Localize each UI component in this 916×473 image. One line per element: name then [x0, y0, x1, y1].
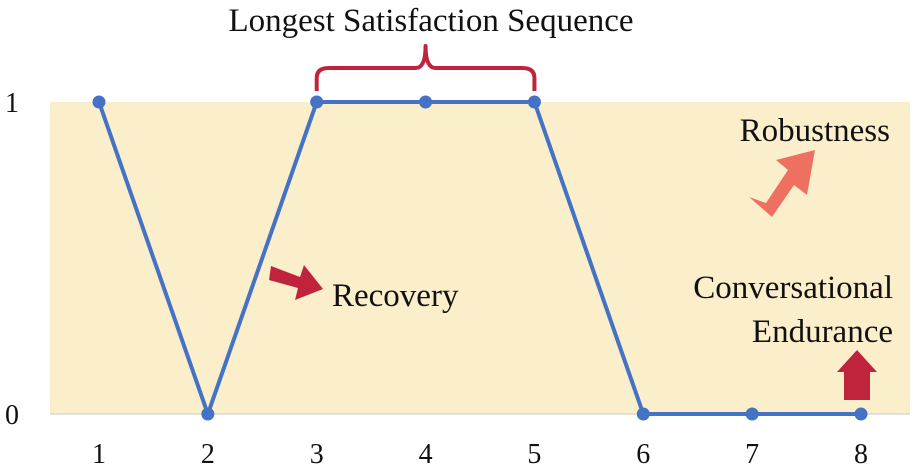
- x-tick-labels: 1 2 3 4 5 6 7 8: [92, 439, 868, 470]
- data-point: [419, 95, 433, 109]
- recovery-arrow-icon: [269, 265, 323, 300]
- x-tick-label: 8: [854, 439, 868, 470]
- endurance-label-line1: Conversational: [693, 270, 893, 306]
- data-point: [636, 407, 650, 421]
- endurance-annotation: Conversational Endurance: [693, 270, 893, 400]
- recovery-annotation: Recovery: [269, 265, 459, 314]
- endurance-arrow-icon: [837, 350, 877, 400]
- recovery-label: Recovery: [332, 278, 459, 314]
- data-point: [854, 407, 868, 421]
- x-tick-label: 6: [636, 439, 650, 470]
- x-tick-label: 5: [527, 439, 541, 470]
- robustness-annotation: Robustness: [740, 113, 890, 217]
- x-tick-label: 2: [201, 439, 215, 470]
- x-tick-label: 7: [745, 439, 759, 470]
- longest-sequence-bracket: [314, 44, 537, 91]
- longest-sequence-annotation: Longest Satisfaction Sequence: [228, 3, 634, 91]
- endurance-label-line2: Endurance: [752, 314, 893, 350]
- longest-sequence-label: Longest Satisfaction Sequence: [228, 3, 633, 39]
- y-tick-label: 1: [5, 88, 19, 119]
- data-point: [92, 95, 106, 109]
- data-point: [201, 407, 215, 421]
- series-line-path: [97, 100, 862, 416]
- series-line: [92, 95, 868, 421]
- data-point: [310, 95, 324, 109]
- x-tick-label: 1: [92, 439, 106, 470]
- satisfaction-band: [50, 102, 910, 414]
- y-tick-labels: 1 0: [5, 88, 19, 431]
- robustness-label: Robustness: [740, 113, 890, 149]
- robustness-arrow-icon: [749, 150, 815, 217]
- x-tick-label: 3: [310, 439, 324, 470]
- y-tick-label: 0: [5, 400, 19, 431]
- data-point: [745, 407, 759, 421]
- data-point: [527, 95, 541, 109]
- x-tick-label: 4: [419, 439, 433, 470]
